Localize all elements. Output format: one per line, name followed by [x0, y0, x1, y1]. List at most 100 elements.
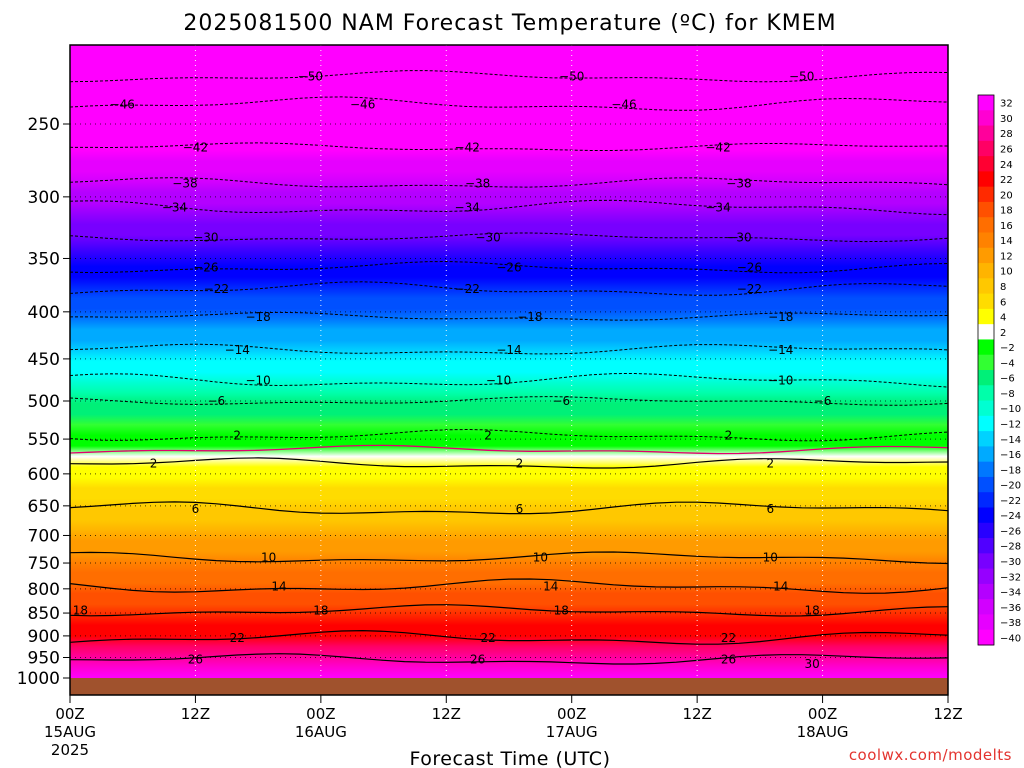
colorbar-label: 32: [1000, 99, 1013, 110]
contour-label: 6: [766, 502, 774, 516]
colorbar-swatch: [978, 324, 994, 340]
colorbar-swatch: [978, 629, 994, 646]
contour-label: −14: [496, 343, 521, 357]
contour-label: −10: [486, 374, 511, 388]
freezing-line: [70, 444, 948, 455]
x-tick-label: 00Z: [557, 705, 586, 723]
contour-label: −42: [183, 140, 208, 154]
colorbar-swatch: [978, 583, 994, 600]
contour-solid: [70, 629, 948, 645]
colorbar-swatch: [978, 599, 994, 615]
contour-label: −18: [517, 310, 542, 324]
colorbar-label: −30: [1000, 557, 1021, 568]
colorbar-label: −26: [1000, 526, 1021, 537]
colorbar-swatch: [978, 553, 994, 570]
y-tick-label: 500: [28, 392, 60, 412]
colorbar-swatch: [978, 217, 994, 233]
contour-label: −30: [726, 230, 751, 244]
colorbar-swatch: [978, 354, 994, 371]
contour-label: 26: [188, 653, 203, 667]
colorbar-label: −12: [1000, 419, 1021, 430]
contour-label: 10: [261, 551, 276, 565]
colorbar-swatch: [978, 492, 994, 508]
colorbar-swatch: [978, 568, 994, 585]
contour-label: −38: [465, 176, 490, 190]
contour-label: −10: [245, 374, 270, 388]
x-tick-label: 12Z: [682, 705, 711, 723]
colorbar-label: −28: [1000, 542, 1021, 553]
x-tick-date: 15AUG: [44, 723, 96, 741]
colorbar-label: 28: [1000, 129, 1013, 140]
y-tick-label: 250: [28, 115, 60, 135]
colorbar-label: −2: [1000, 343, 1015, 354]
colorbar-swatch: [978, 293, 994, 310]
y-tick-label: 750: [28, 554, 60, 574]
contour-label: −50: [789, 70, 814, 84]
colorbar-label: −4: [1000, 358, 1015, 369]
y-tick-label: 450: [28, 350, 60, 370]
contour-label: −6: [552, 394, 570, 408]
contour-label: 14: [543, 579, 558, 593]
contour-dashed: [70, 396, 948, 406]
y-tick-label: 900: [28, 627, 60, 647]
colorbar-label: 30: [1000, 114, 1013, 125]
colorbar-swatch: [978, 140, 994, 157]
contour-label: 18: [804, 604, 819, 618]
contour-dashed: [70, 177, 948, 188]
temperature-field: [70, 45, 948, 678]
contour-label: −38: [172, 176, 197, 190]
x-tick-label: 12Z: [181, 705, 210, 723]
colorbar-label: −40: [1000, 633, 1021, 644]
colorbar-label: −10: [1000, 404, 1021, 415]
colorbar-swatch: [978, 431, 994, 447]
colorbar-label: −34: [1000, 588, 1021, 599]
colorbar-label: −6: [1000, 374, 1015, 385]
colorbar-swatch: [978, 278, 994, 295]
x-tick-label: 12Z: [933, 705, 962, 723]
contour-label: 2: [725, 428, 733, 442]
x-tick-year: 2025: [51, 741, 89, 759]
contour-label: −10: [768, 374, 793, 388]
contour-label: −18: [768, 310, 793, 324]
contour-label: −34: [455, 200, 480, 214]
x-tick-label: 00Z: [808, 705, 837, 723]
contour-label: −46: [110, 97, 135, 111]
y-tick-label: 300: [28, 188, 60, 208]
colorbar-label: 22: [1000, 175, 1013, 186]
contour-label: −42: [455, 140, 480, 154]
contour-label: −50: [559, 70, 584, 84]
contour-label: 2: [150, 457, 158, 471]
colorbar-label: −38: [1000, 618, 1021, 629]
contour-label: 14: [271, 579, 286, 593]
contour-label: 10: [763, 551, 778, 565]
x-tick-date: 16AUG: [295, 723, 347, 741]
y-tick-label: 850: [28, 604, 60, 624]
colorbar-label: 10: [1000, 267, 1013, 278]
contour-label: 2: [766, 457, 774, 471]
contour-dashed: [70, 372, 948, 388]
contour-solid: [70, 457, 948, 469]
contour-solid: [70, 551, 948, 565]
colorbar-swatch: [978, 110, 994, 127]
contour-solid: [70, 653, 948, 665]
grid-lines: [70, 45, 948, 678]
x-axis-label: Forecast Time (UTC): [410, 748, 611, 768]
chart-title: 2025081500 NAM Forecast Temperature (ºC)…: [183, 11, 836, 36]
contour-dashed: [70, 260, 948, 274]
contour-label: 2: [484, 428, 492, 442]
y-tick-label: 350: [28, 249, 60, 269]
contour-label: −34: [705, 200, 730, 214]
contour-label: −26: [737, 260, 762, 274]
colorbar-label: 18: [1000, 206, 1013, 217]
colorbar-swatch: [978, 201, 994, 218]
contour-label: −26: [193, 260, 218, 274]
y-tick-label: 800: [28, 580, 60, 600]
colorbar-swatch: [978, 415, 994, 432]
y-tick-label: 400: [28, 303, 60, 323]
colorbar-swatch: [978, 247, 994, 264]
colorbar-label: 26: [1000, 144, 1013, 155]
contour-label: 18: [73, 604, 88, 618]
ground-strip: [70, 678, 948, 695]
